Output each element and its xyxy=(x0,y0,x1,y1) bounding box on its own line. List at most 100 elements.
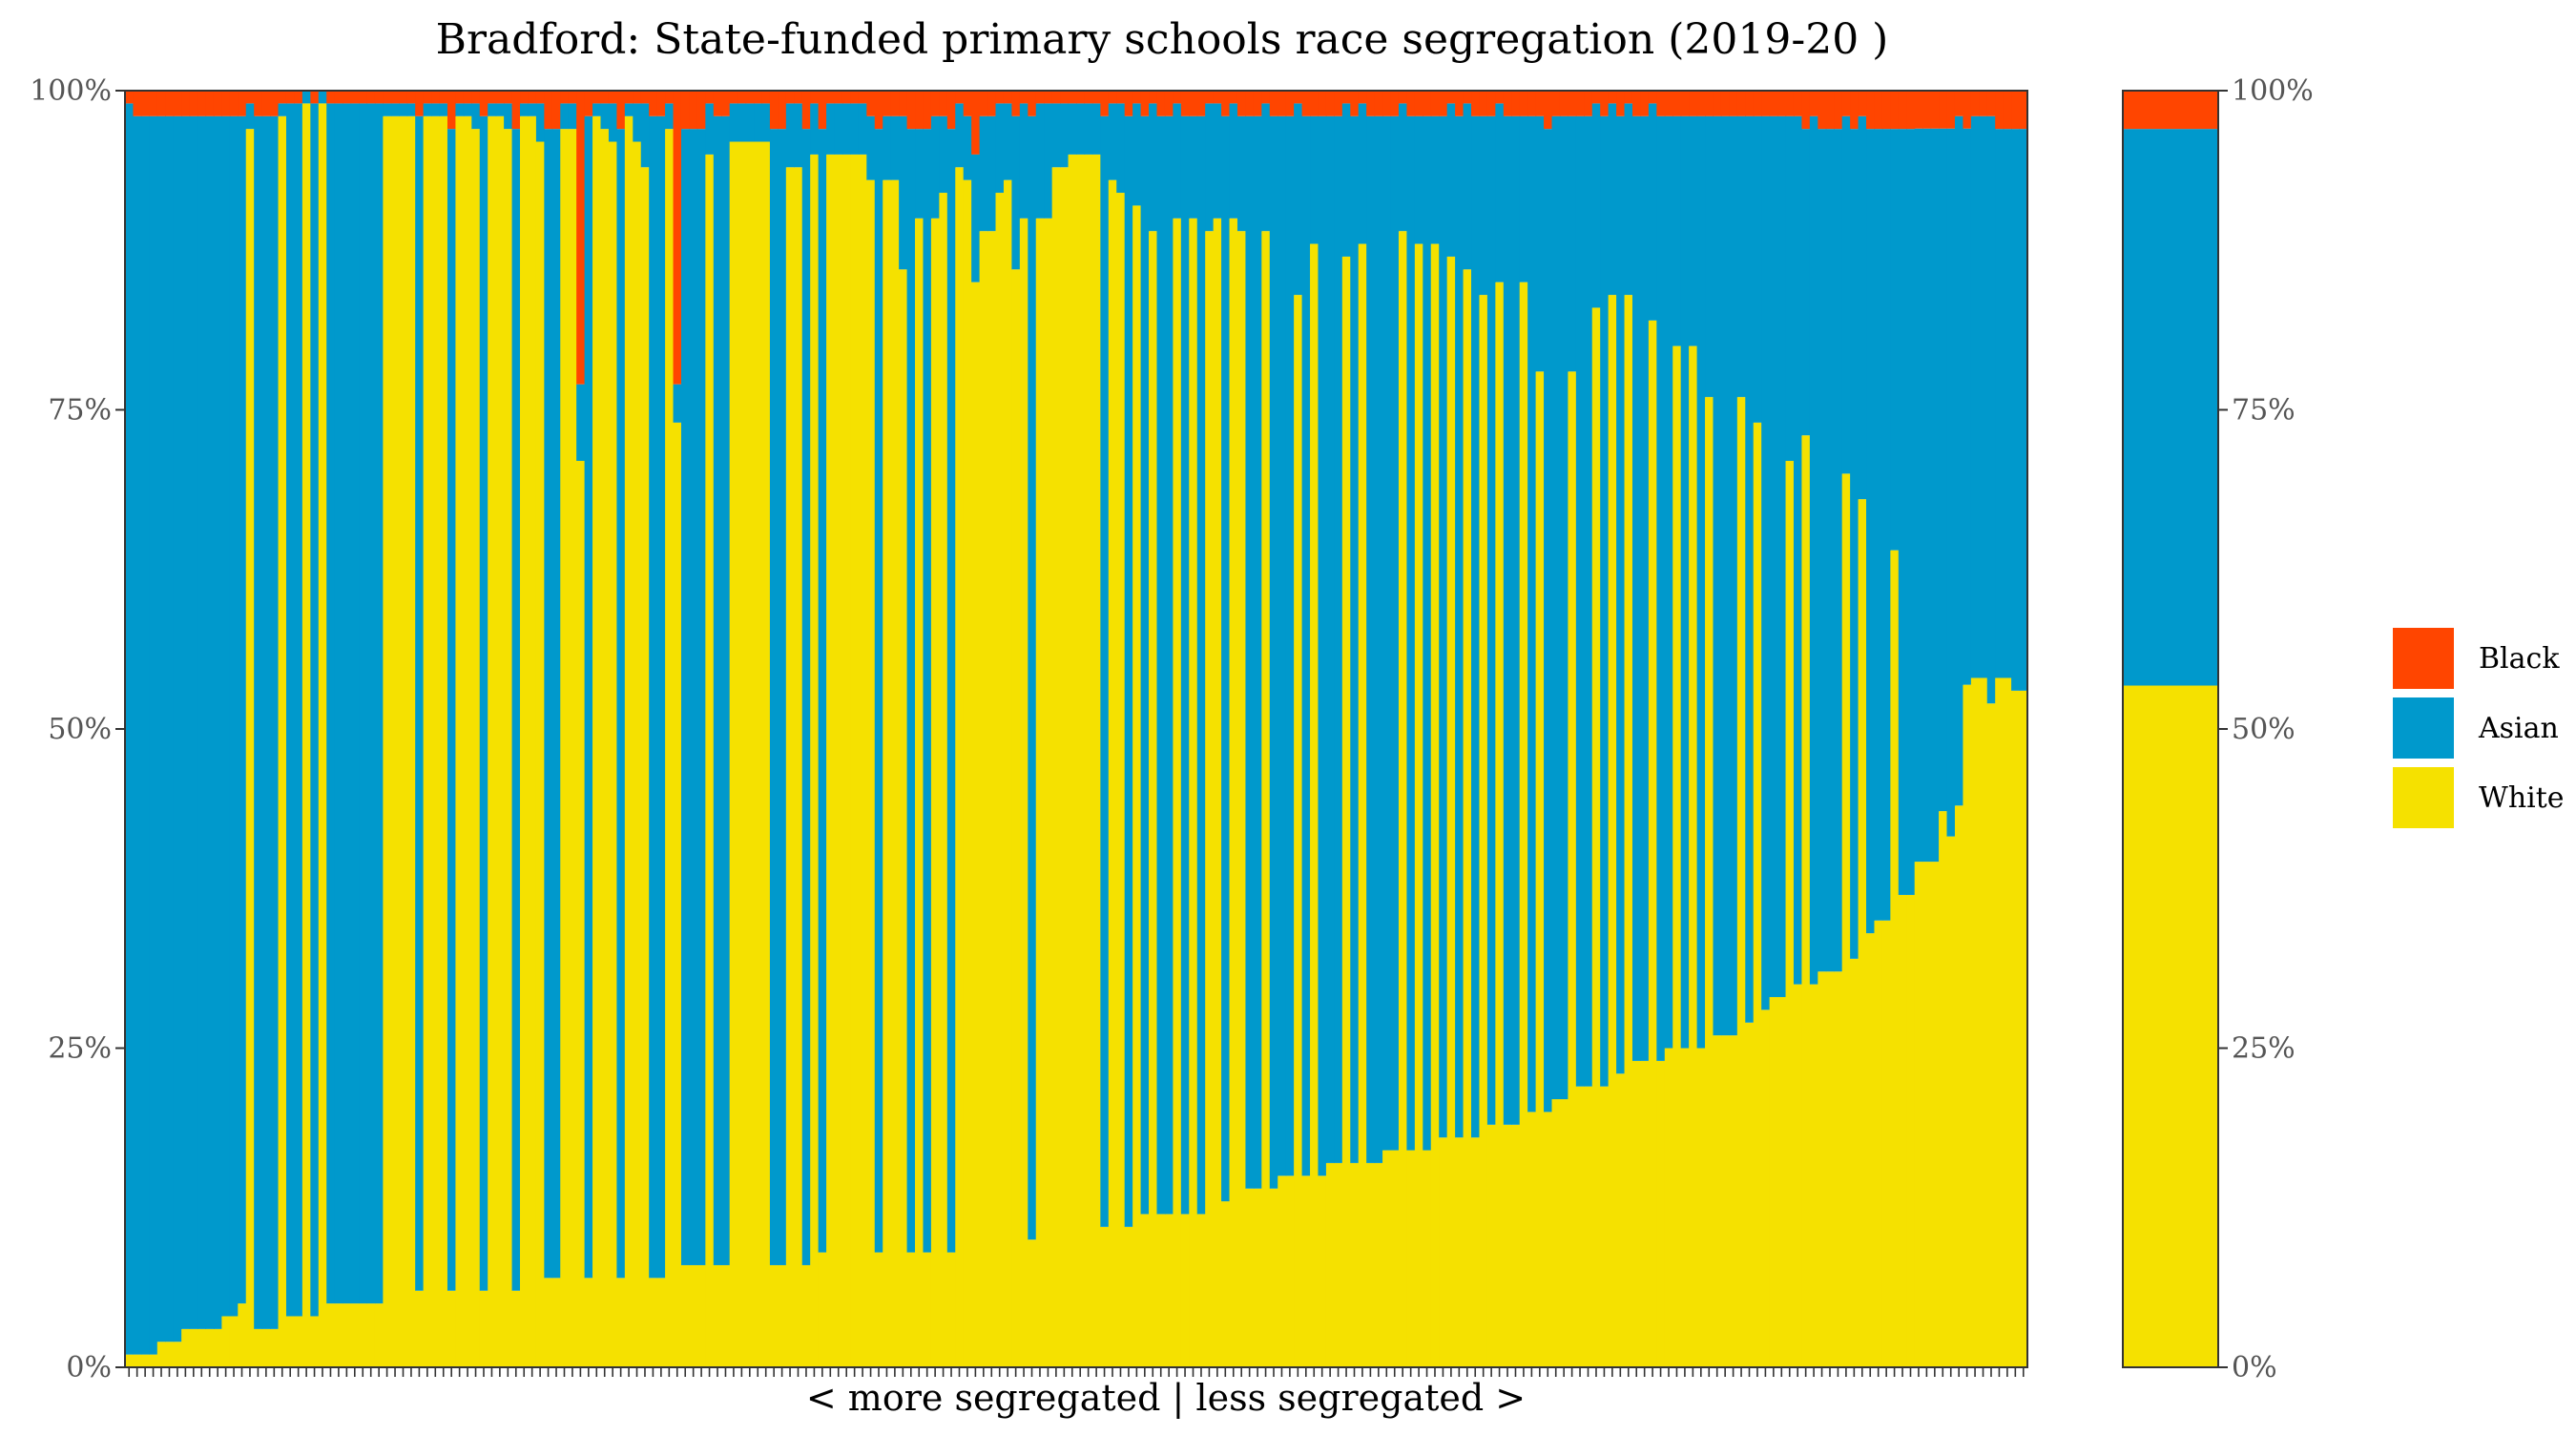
bar-black-233 xyxy=(2003,91,2012,130)
bar-asian-151 xyxy=(1341,103,1351,257)
bar-white-86 xyxy=(818,1252,827,1367)
bar-white-176 xyxy=(1544,1112,1553,1367)
bar-asian-160 xyxy=(1414,115,1423,244)
bar-white-193 xyxy=(1680,1048,1690,1367)
bar-asian-134 xyxy=(1205,103,1215,232)
bar-white-221 xyxy=(1906,894,1916,1367)
bar-white-173 xyxy=(1519,281,1528,1368)
bar-asian-42 xyxy=(463,103,472,116)
bar-white-222 xyxy=(1914,862,1923,1367)
bar-white-165 xyxy=(1455,1137,1465,1367)
bar-black-98 xyxy=(915,91,924,130)
bar-asian-231 xyxy=(1986,115,1996,704)
bar-asian-15 xyxy=(245,103,255,130)
bar-white-10 xyxy=(205,1328,215,1367)
bar-white-83 xyxy=(794,167,803,1367)
bar-black-14 xyxy=(238,91,247,116)
bar-asian-149 xyxy=(1325,115,1335,1163)
bar-asian-9 xyxy=(197,115,207,1329)
bar-asian-178 xyxy=(1559,115,1568,1100)
bar-asian-197 xyxy=(1713,115,1722,1036)
bar-asian-153 xyxy=(1358,103,1367,244)
bar-black-74 xyxy=(721,91,731,116)
bar-white-60 xyxy=(608,141,617,1367)
bar-black-212 xyxy=(1834,91,1843,130)
bar-black-36 xyxy=(415,91,425,116)
bar-white-149 xyxy=(1325,1162,1335,1367)
bar-black-114 xyxy=(1044,91,1053,104)
bar-asian-105 xyxy=(971,154,981,282)
bar-black-165 xyxy=(1455,91,1465,116)
bar-black-155 xyxy=(1374,91,1383,116)
bar-asian-84 xyxy=(801,129,811,1265)
bar-white-72 xyxy=(705,154,715,1367)
bar-white-112 xyxy=(1028,1239,1037,1367)
bar-asian-76 xyxy=(737,103,747,142)
bar-asian-50 xyxy=(528,103,537,116)
bar-black-95 xyxy=(890,91,900,116)
bar-white-152 xyxy=(1350,1162,1360,1367)
bar-white-14 xyxy=(238,1303,247,1367)
bar-black-173 xyxy=(1519,91,1528,116)
bar-black-44 xyxy=(479,91,488,116)
bar-white-166 xyxy=(1463,269,1472,1367)
bar-white-63 xyxy=(633,141,642,1367)
y-right-tick-label-75: 75% xyxy=(2232,394,2296,427)
bar-white-159 xyxy=(1406,1150,1416,1367)
bar-black-50 xyxy=(528,91,537,104)
bar-white-219 xyxy=(1890,550,1900,1367)
bar-white-153 xyxy=(1358,243,1367,1367)
bar-black-39 xyxy=(439,91,448,104)
bar-black-49 xyxy=(520,91,530,104)
bar-white-138 xyxy=(1236,231,1247,1368)
bar-white-116 xyxy=(1060,167,1070,1367)
bar-white-184 xyxy=(1608,295,1617,1368)
bar-asian-40 xyxy=(447,129,457,1291)
bar-asian-19 xyxy=(278,103,287,116)
bar-asian-138 xyxy=(1236,115,1247,232)
bar-asian-82 xyxy=(785,103,795,168)
bar-white-23 xyxy=(310,1316,320,1367)
bar-black-166 xyxy=(1463,91,1472,104)
bar-black-142 xyxy=(1269,91,1278,116)
bar-asian-10 xyxy=(205,115,215,1329)
bar-white-2 xyxy=(140,1354,150,1367)
bar-black-18 xyxy=(270,91,280,116)
bar-white-125 xyxy=(1132,205,1142,1367)
bar-asian-33 xyxy=(390,103,400,116)
bar-asian-4 xyxy=(156,115,166,1342)
bar-black-182 xyxy=(1591,91,1601,104)
bar-asian-48 xyxy=(511,129,521,1291)
bar-black-12 xyxy=(221,91,231,116)
bar-white-188 xyxy=(1640,1060,1650,1367)
bar-black-26 xyxy=(334,91,343,104)
bar-black-116 xyxy=(1060,91,1070,104)
bar-asian-135 xyxy=(1213,103,1222,219)
bar-white-228 xyxy=(1963,684,1972,1367)
bar-white-36 xyxy=(415,1290,425,1367)
bar-white-155 xyxy=(1374,1162,1383,1367)
bar-white-141 xyxy=(1261,231,1271,1368)
bar-asian-169 xyxy=(1486,115,1496,1125)
bar-asian-34 xyxy=(399,103,408,116)
bar-asian-89 xyxy=(841,103,852,155)
bar-white-18 xyxy=(270,1328,280,1367)
bar-black-220 xyxy=(1898,91,1907,130)
bar-asian-217 xyxy=(1874,129,1883,921)
bar-black-115 xyxy=(1051,91,1061,104)
bar-white-75 xyxy=(729,141,738,1367)
bar-black-92 xyxy=(866,91,876,116)
bar-black-194 xyxy=(1689,91,1698,116)
bar-white-196 xyxy=(1705,397,1714,1367)
bar-black-127 xyxy=(1149,91,1158,104)
bar-white-197 xyxy=(1713,1035,1722,1367)
bar-black-199 xyxy=(1729,91,1738,116)
bar-asian-64 xyxy=(640,103,650,168)
bar-asian-115 xyxy=(1051,103,1061,168)
bar-asian-30 xyxy=(366,103,376,1304)
bar-black-192 xyxy=(1672,91,1682,116)
bar-asian-150 xyxy=(1334,115,1343,1163)
bar-white-58 xyxy=(592,115,602,1367)
bar-white-82 xyxy=(785,167,795,1367)
bar-asian-200 xyxy=(1736,115,1746,398)
